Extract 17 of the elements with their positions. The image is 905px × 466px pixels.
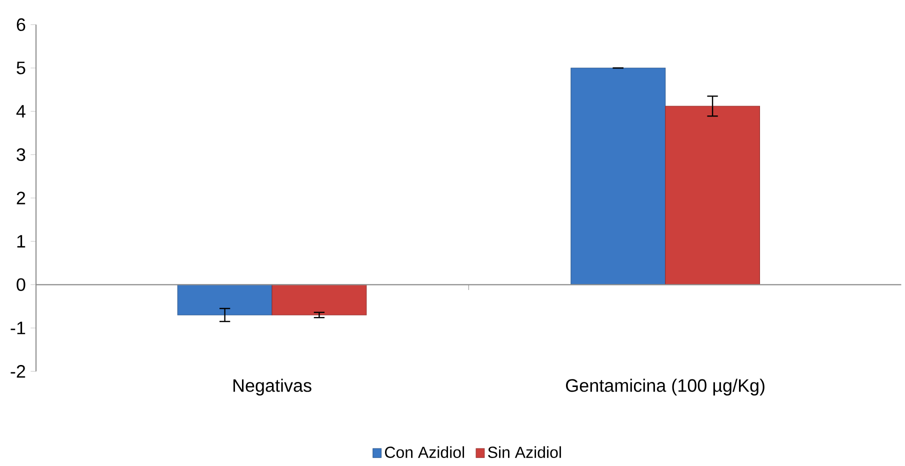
y-tick-label: 6 <box>16 18 26 32</box>
x-tick-label: Gentamicina (100 µg/Kg) <box>566 378 764 396</box>
y-tick-label: -2 <box>10 365 26 378</box>
y-tick-label: 3 <box>16 148 26 162</box>
x-tick-label: Negativas <box>233 378 312 396</box>
bar <box>177 284 272 316</box>
bar <box>665 106 760 285</box>
y-tick-label: 2 <box>16 192 26 204</box>
y-tick-label: 1 <box>17 235 26 248</box>
bar <box>272 284 367 316</box>
legend-label: Sin Azidiol <box>488 446 561 458</box>
legend-label: Con Azidiol <box>385 446 464 458</box>
y-tick-label: 5 <box>16 62 26 74</box>
bar <box>570 68 666 285</box>
y-tick-label: -1 <box>10 322 26 334</box>
y-tick-label: 4 <box>16 105 26 118</box>
y-tick-label: 0 <box>16 278 26 292</box>
